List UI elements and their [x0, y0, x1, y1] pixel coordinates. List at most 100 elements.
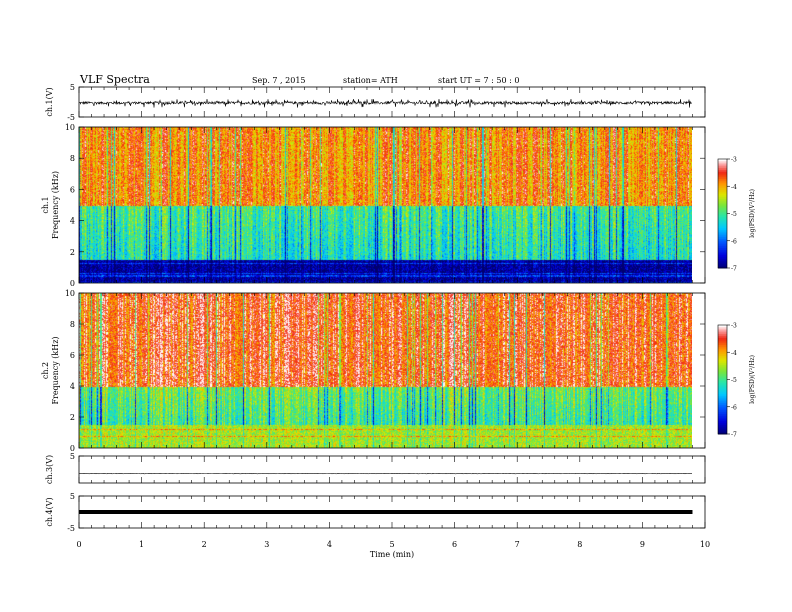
colorbar-swatch — [718, 200, 727, 204]
colorbar-swatch — [718, 390, 727, 393]
colorbar-swatch — [718, 399, 727, 402]
colorbar-swatch — [718, 339, 727, 342]
colorbar-swatch — [718, 375, 727, 379]
colorbar-swatch — [718, 370, 727, 373]
colorbar-swatch — [718, 197, 727, 200]
y-axis-label: Frequency (kHz) — [51, 171, 60, 239]
colorbar-swatch — [718, 249, 727, 253]
station-label: station= ATH — [343, 76, 398, 85]
colorbar-tick-label: -3 — [731, 157, 737, 164]
colorbar-swatch — [718, 213, 727, 216]
x-tick-label: 1 — [139, 540, 144, 549]
y-tick-label: 10 — [65, 289, 75, 298]
colorbar-swatch — [718, 184, 727, 187]
colorbar-swatch — [718, 394, 727, 397]
colorbar-swatch — [718, 229, 727, 233]
colorbar-swatch — [718, 264, 727, 267]
colorbar-swatch — [718, 344, 727, 348]
y-tick-label: 6 — [70, 351, 75, 360]
colorbar-swatch — [718, 226, 727, 229]
colorbar-swatch — [718, 160, 727, 164]
colorbar-swatch — [718, 430, 727, 433]
colorbar-swatch — [718, 169, 727, 173]
x-tick-label: 0 — [76, 540, 81, 549]
x-tick-label: 7 — [515, 540, 520, 549]
x-tick-label: 6 — [452, 540, 457, 549]
y-tick-label: 8 — [70, 154, 75, 163]
colorbar-swatch — [718, 159, 727, 162]
colorbar-swatch — [718, 406, 727, 410]
colorbar-swatch — [718, 381, 727, 384]
colorbar-tick-label: -5 — [731, 211, 737, 218]
y-tick-label: 0 — [70, 444, 75, 453]
colorbar-swatch — [718, 193, 727, 196]
colorbar-swatch — [718, 397, 727, 400]
colorbar-tick-label: -4 — [731, 184, 737, 191]
colorbar-swatch — [718, 346, 727, 350]
y-tick-label: -5 — [67, 113, 75, 122]
y-tick-label: -5 — [67, 524, 75, 533]
time-axis-label: Time (min) — [370, 550, 414, 559]
colorbar-swatch — [718, 395, 727, 399]
y-tick-label: 0 — [70, 279, 75, 288]
colorbar-tick-label: -7 — [731, 432, 737, 439]
colorbar-label: log(PSD)(V²/Hz) — [749, 189, 756, 238]
colorbar-swatch — [718, 372, 727, 375]
colorbar-swatch — [718, 246, 727, 249]
ch2-spectrogram-image — [79, 293, 692, 448]
colorbar-swatch — [718, 257, 727, 260]
colorbar-swatch — [718, 266, 727, 269]
colorbar-swatch — [718, 403, 727, 406]
colorbar-swatch — [718, 240, 727, 244]
colorbar-tick-label: -3 — [731, 323, 737, 330]
x-tick-label: 10 — [700, 540, 710, 549]
colorbar-swatch — [718, 218, 727, 222]
colorbar-swatch — [718, 326, 727, 330]
ch2-spectrogram-panel: Frequency (kHz)ch.2 0 2 4 6 8 10 — [41, 289, 706, 453]
colorbar-swatch — [718, 217, 727, 220]
colorbar-swatch — [718, 258, 727, 262]
ch3-waveform-panel: ch.3(V) 5 — [45, 452, 706, 484]
colorbar-swatch — [718, 359, 727, 362]
colorbar-swatch — [718, 175, 727, 178]
y-tick-label: 2 — [70, 413, 75, 422]
colorbar-swatch — [718, 206, 727, 209]
colorbar-swatch — [718, 251, 727, 254]
colorbar-swatch — [718, 384, 727, 388]
colorbar-swatch — [718, 355, 727, 359]
colorbar-swatch — [718, 337, 727, 341]
colorbar-swatch — [718, 419, 727, 422]
ch1-spectrogram-image — [79, 127, 692, 283]
colorbar-swatch — [718, 228, 727, 231]
colorbar-swatch — [718, 171, 727, 175]
colorbar-swatch — [718, 432, 727, 435]
colorbar-label: log(PSD)(V²/Hz) — [749, 355, 756, 404]
colorbar-swatch — [718, 426, 727, 430]
colorbar-swatch — [718, 354, 727, 357]
colorbar-swatch — [718, 237, 727, 240]
ch1-colorbar: -3 -4 -5 -6 -7 log(PSD)(V²/Hz) — [717, 157, 756, 273]
x-tick-label: 8 — [577, 540, 582, 549]
colorbar-swatch — [718, 417, 727, 420]
colorbar-swatch — [718, 410, 727, 413]
colorbar-swatch — [718, 211, 727, 214]
colorbar-swatch — [718, 415, 727, 419]
date-label: Sep. 7 , 2015 — [252, 76, 306, 85]
y-axis-label: ch.3(V) — [45, 455, 54, 484]
colorbar-swatch — [718, 392, 727, 395]
time-axis: Time (min) 0 1 2 3 4 5 6 7 8 9 10 — [76, 540, 710, 559]
x-tick-label: 5 — [389, 540, 394, 549]
colorbar-swatch — [718, 238, 727, 242]
colorbar-swatch — [718, 332, 727, 335]
ch1-trace — [79, 98, 692, 108]
channel-label: ch.1 — [41, 196, 50, 213]
colorbar-swatch — [718, 366, 727, 370]
y-tick-label: 10 — [65, 123, 75, 132]
colorbar-swatch — [718, 191, 727, 195]
x-tick-label: 2 — [202, 540, 207, 549]
colorbar-swatch — [718, 348, 727, 351]
colorbar-swatch — [718, 186, 727, 189]
colorbar-swatch — [718, 421, 727, 424]
colorbar-swatch — [718, 386, 727, 390]
